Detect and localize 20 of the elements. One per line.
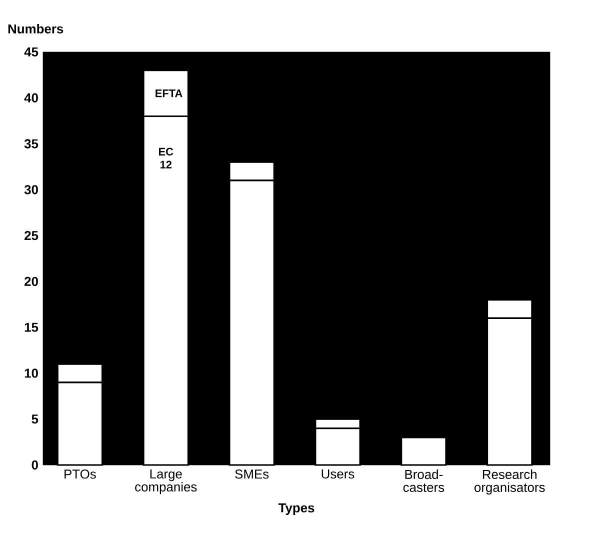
x-axis-title: Types: [278, 503, 314, 515]
series-label: EFTA: [156, 90, 182, 98]
series-label: EC 12: [159, 148, 174, 168]
y-tick-label: 35: [24, 139, 38, 148]
y-tick-label: 40: [24, 93, 38, 102]
y-tick-label: 0: [32, 460, 38, 470]
y-tick-label: 20: [24, 276, 38, 286]
x-tick-label: Users: [322, 470, 354, 479]
x-tick-label: PTOs: [64, 470, 96, 479]
y-tick-label: 25: [24, 230, 38, 240]
y-tick-label: 45: [24, 47, 38, 57]
x-tick-label: Research organisators: [474, 470, 545, 495]
y-tick-label: 5: [32, 414, 38, 424]
y-tick-label: 30: [24, 185, 38, 194]
x-tick-label: Broad-casters: [403, 470, 444, 492]
x-tick-label: Large companies: [135, 470, 197, 494]
y-axis-title: Numbers: [8, 24, 64, 34]
y-tick-label: 10: [24, 368, 38, 378]
x-tick-label: SMEs: [235, 470, 269, 479]
y-tick-label: 15: [24, 322, 38, 332]
